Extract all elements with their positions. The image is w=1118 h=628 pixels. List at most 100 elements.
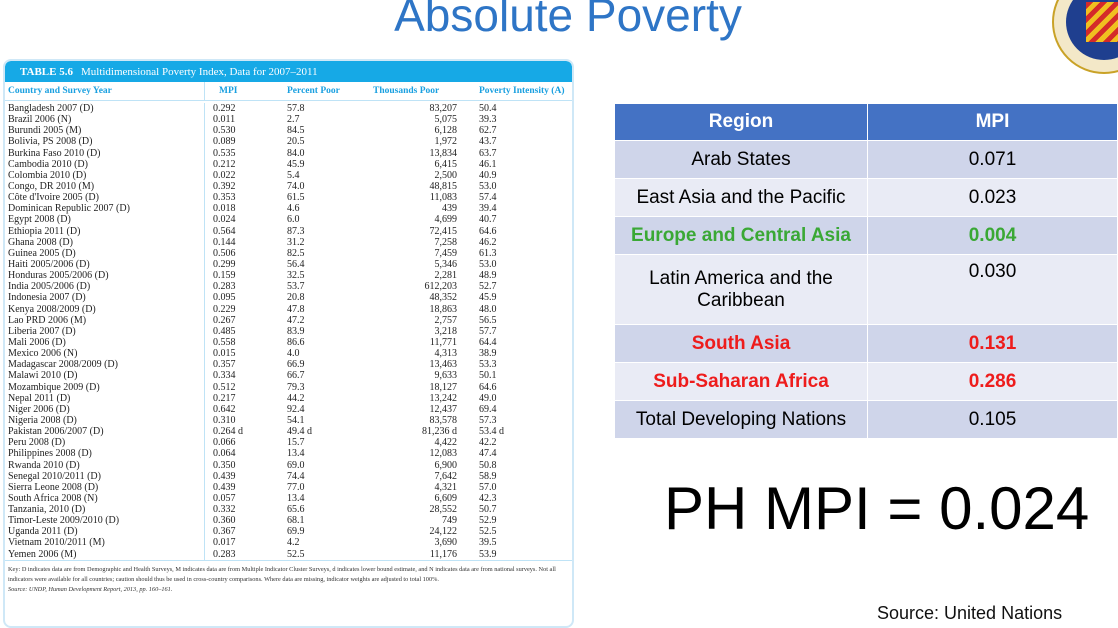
cell-country: Rwanda 2010 (D): [5, 459, 205, 471]
cell-region: Arab States: [614, 140, 868, 179]
table-row: Dominican Republic 2007 (D) 0.018 4.6 439 39…: [5, 203, 572, 215]
cell-poverty-intensity: 57.7: [479, 325, 497, 337]
cell-percent-poor: 84.5: [287, 125, 305, 137]
cell-mpi: 0.332: [213, 504, 236, 516]
cell-mpi: 0.392: [213, 180, 236, 192]
cell-region: Europe and Central Asia: [614, 216, 868, 255]
cell-thousands-poor: 5,346: [434, 258, 458, 270]
header-poverty-intensity: Poverty Intensity (A): [479, 86, 565, 96]
cell-percent-poor: 74.0: [287, 180, 305, 192]
cell-percent-poor: 65.6: [287, 504, 305, 516]
cell-thousands-poor: 1,972: [434, 136, 458, 148]
cell-percent-poor: 82.5: [287, 247, 305, 259]
cell-country: Guinea 2005 (D): [5, 247, 205, 259]
table-row: Ethiopia 2011 (D) 0.564 87.3 72,415 64.6: [5, 225, 572, 237]
cell-mpi: 0.212: [213, 158, 236, 170]
cell-mpi: 0.530: [213, 125, 236, 137]
cell-thousands-poor: 2,500: [434, 169, 458, 181]
cell-poverty-intensity: 53.9: [479, 548, 497, 560]
cell-thousands-poor: 81,236 d: [422, 426, 457, 438]
cell-percent-poor: 83.9: [287, 325, 305, 337]
table-row: Burkina Faso 2010 (D) 0.535 84.0 13,834 63.7: [5, 147, 572, 159]
cell-thousands-poor: 48,352: [429, 292, 458, 304]
cell-poverty-intensity: 52.7: [479, 281, 497, 293]
cell-percent-poor: 44.2: [287, 392, 305, 404]
cell-country: India 2005/2006 (D): [5, 281, 205, 293]
cell-mpi: 0.024: [213, 214, 236, 226]
cell-mpi: 0.089: [213, 136, 236, 148]
cell-poverty-intensity: 64.6: [479, 225, 497, 237]
cell-thousands-poor: 6,128: [434, 125, 458, 137]
cell-thousands-poor: 11,176: [429, 548, 457, 560]
cell-country: Niger 2006 (D): [5, 403, 205, 415]
cell-mpi: 0.264 d: [213, 426, 243, 438]
cell-thousands-poor: 6,900: [434, 459, 458, 471]
cell-poverty-intensity: 57.3: [479, 414, 497, 426]
cell-percent-poor: 5.4: [287, 169, 300, 181]
cell-thousands-poor: 7,459: [434, 247, 458, 259]
cell-percent-poor: 20.5: [287, 136, 305, 148]
region-row: Latin America and the Caribbean 0.030: [614, 254, 1118, 325]
cell-percent-poor: 49.4 d: [287, 426, 312, 438]
header-country: Country and Survey Year: [5, 82, 205, 100]
table-row: South Africa 2008 (N) 0.057 13.4 6,609 42.3: [5, 492, 572, 505]
cell-thousands-poor: 72,415: [429, 225, 458, 237]
cell-country: Burkina Faso 2010 (D): [5, 147, 205, 159]
region-row: Arab States 0.071: [614, 140, 1118, 179]
header-mpi: MPI: [867, 103, 1118, 141]
table-row: Mozambique 2009 (D) 0.512 79.3 18,127 64.6: [5, 381, 572, 393]
cell-poverty-intensity: 46.2: [479, 236, 497, 248]
table-row: Malawi 2010 (D) 0.334 66.7 9,633 50.1: [5, 370, 572, 382]
cell-mpi: 0.015: [213, 348, 236, 360]
table-row: Mexico 2006 (N) 0.015 4.0 4,313 38.9: [5, 348, 572, 360]
cell-thousands-poor: 749: [442, 515, 457, 527]
table-row: Liberia 2007 (D) 0.485 83.9 3,218 57.7: [5, 325, 572, 337]
cell-thousands-poor: 18,863: [429, 303, 458, 315]
cell-country: Malawi 2010 (D): [5, 370, 205, 382]
cell-poverty-intensity: 39.4: [479, 203, 497, 215]
table-row: Colombia 2010 (D) 0.022 5.4 2,500 40.9: [5, 169, 572, 181]
cell-thousands-poor: 83,207: [429, 103, 458, 114]
cell-country: Indonesia 2007 (D): [5, 292, 205, 304]
cell-mpi: 0.353: [213, 192, 236, 204]
cell-thousands-poor: 4,321: [434, 481, 458, 493]
cell-percent-poor: 61.5: [287, 192, 305, 204]
table-row: Tanzania, 2010 (D) 0.332 65.6 28,552 50.7: [5, 504, 572, 516]
table-row: Congo, DR 2010 (M) 0.392 74.0 48,815 53.0: [5, 180, 572, 193]
cell-mpi: 0.283: [213, 281, 236, 293]
cell-region: South Asia: [614, 324, 868, 363]
cell-thousands-poor: 2,281: [434, 270, 458, 282]
cell-mpi: 0.105: [867, 400, 1118, 439]
cell-percent-poor: 87.3: [287, 225, 305, 237]
cell-poverty-intensity: 52.5: [479, 526, 497, 538]
slide-title: Absolute Poverty: [394, 0, 742, 41]
table-body: Bangladesh 2007 (D) 0.292 57.8 83,207 50.4 Br…: [5, 101, 572, 560]
table-row: Uganda 2011 (D) 0.367 69.9 24,122 52.5: [5, 526, 572, 538]
cell-poverty-intensity: 48.9: [479, 270, 497, 282]
cell-poverty-intensity: 69.4: [479, 403, 497, 415]
table-key: Key: D indicates data are from Demograph…: [5, 559, 572, 599]
cell-country: Lao PRD 2006 (M): [5, 314, 205, 326]
cell-mpi: 0.357: [213, 359, 236, 371]
cell-country: Sierra Leone 2008 (D): [5, 481, 205, 493]
cell-percent-poor: 66.7: [287, 370, 305, 382]
cell-percent-poor: 54.1: [287, 414, 305, 426]
table-row: Rwanda 2010 (D) 0.350 69.0 6,900 50.8: [5, 459, 572, 471]
cell-mpi: 0.217: [213, 392, 236, 404]
table-row: Burundi 2005 (M) 0.530 84.5 6,128 62.7: [5, 125, 572, 137]
cell-thousands-poor: 4,699: [434, 214, 458, 226]
cell-thousands-poor: 12,437: [429, 403, 458, 415]
cell-poverty-intensity: 40.7: [479, 214, 497, 226]
table-row: Egypt 2008 (D) 0.024 6.0 4,699 40.7: [5, 214, 572, 226]
cell-thousands-poor: 18,127: [429, 381, 458, 393]
cell-mpi: 0.485: [213, 325, 236, 337]
header-percent-poor: Percent Poor: [287, 86, 340, 96]
cell-percent-poor: 6.0: [287, 214, 300, 226]
cell-poverty-intensity: 64.6: [479, 381, 497, 393]
cell-poverty-intensity: 50.1: [479, 370, 497, 382]
cell-thousands-poor: 3,690: [434, 537, 458, 549]
cell-percent-poor: 52.5: [287, 548, 305, 560]
cell-country: Ethiopia 2011 (D): [5, 225, 205, 237]
cell-mpi: 0.022: [213, 169, 236, 181]
cell-country: Nepal 2011 (D): [5, 392, 205, 404]
